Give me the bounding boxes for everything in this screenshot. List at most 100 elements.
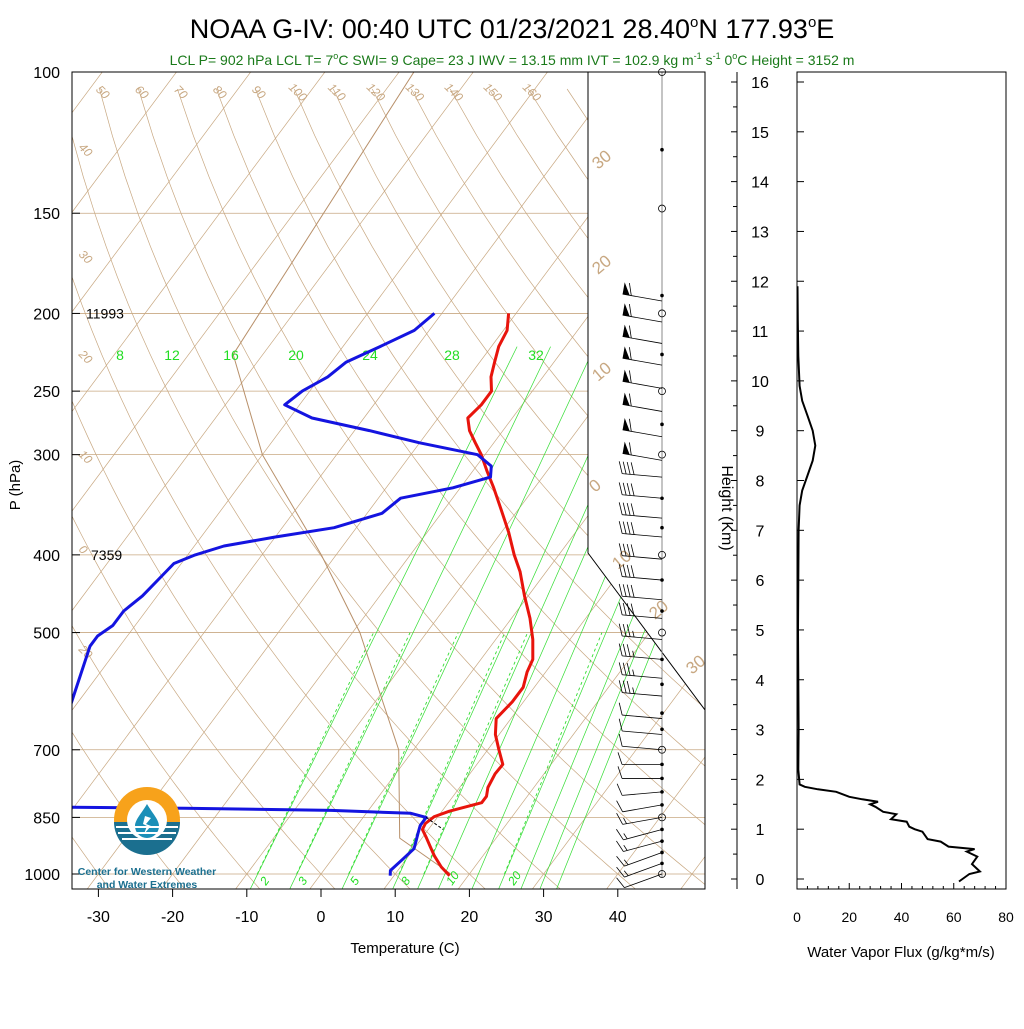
wind-barb-staff bbox=[623, 840, 663, 852]
wind-barb-half-flag bbox=[623, 844, 628, 851]
wind-barb-staff bbox=[622, 635, 663, 640]
height-tick-label: 16 bbox=[751, 75, 769, 92]
wind-barb-flag bbox=[618, 662, 623, 675]
wind-barb-staff bbox=[622, 804, 663, 813]
wind-barb-staff bbox=[622, 533, 663, 538]
mixing-ratio-line bbox=[289, 346, 551, 889]
wind-barb-flag bbox=[622, 680, 627, 694]
height-axis-label: Height (Km) bbox=[718, 465, 735, 550]
wind-barb bbox=[618, 623, 663, 640]
wind-barb-pennant bbox=[622, 392, 630, 406]
dry-adiabat-label: 90 bbox=[249, 82, 269, 102]
wind-barb bbox=[616, 813, 663, 825]
mixing-ratio-label: 16 bbox=[223, 347, 239, 363]
wind-barb-flag bbox=[616, 877, 625, 888]
wind-circle-marker bbox=[658, 813, 666, 822]
height-tick-label: 12 bbox=[751, 274, 769, 291]
wind-barb-flag bbox=[618, 543, 623, 556]
height-tick-label: 5 bbox=[756, 623, 765, 640]
wind-barb-flag bbox=[616, 840, 624, 852]
wind-barb bbox=[617, 766, 662, 779]
wind-barb bbox=[618, 583, 663, 601]
wind-barb-staff bbox=[622, 730, 663, 735]
height-tick-label: 11 bbox=[752, 324, 769, 341]
dry-adiabat-line bbox=[332, 88, 705, 597]
wind-barb-flag bbox=[618, 733, 623, 747]
wind-barb-flag bbox=[616, 813, 623, 825]
wind-barb-flag bbox=[622, 543, 627, 557]
wind-barb-staff bbox=[622, 595, 663, 601]
temperature-axis-label: Temperature (C) bbox=[350, 940, 459, 957]
wind-barb-flag bbox=[626, 680, 631, 694]
mixing-ratio-dashed-line bbox=[503, 632, 603, 875]
wvf-frame bbox=[796, 71, 1007, 890]
mixing-ratio-label-lower: 2 bbox=[256, 874, 272, 889]
wind-barb-flag bbox=[618, 482, 623, 495]
dry-adiabat-label: 100 bbox=[286, 80, 310, 104]
wvf-x-tick-label: 20 bbox=[841, 909, 857, 925]
mixing-ratio-label: 12 bbox=[164, 347, 180, 363]
height-tick-label: 13 bbox=[751, 224, 769, 241]
wind-barb-flag bbox=[626, 461, 631, 475]
temperature-tick-label: 40 bbox=[609, 909, 627, 926]
wind-barb-flag bbox=[626, 663, 631, 676]
wvf-x-tick-label: 40 bbox=[894, 909, 910, 925]
height-tick-label: 2 bbox=[756, 772, 765, 789]
wind-barb-flag bbox=[630, 522, 635, 535]
wind-barb-staff bbox=[622, 745, 663, 751]
wind-barb-flag bbox=[622, 482, 627, 496]
wind-barb bbox=[618, 502, 663, 519]
wind-barb-flag bbox=[626, 603, 631, 616]
wind-barb-flag bbox=[629, 442, 632, 456]
wind-barb-flag bbox=[626, 584, 631, 598]
wvf-series-line bbox=[796, 286, 982, 883]
wind-barb bbox=[616, 863, 663, 878]
isotherm-line bbox=[72, 72, 474, 612]
wind-barb-half-flag bbox=[632, 687, 635, 694]
wind-barb bbox=[618, 482, 663, 499]
wind-barb-flag bbox=[626, 543, 631, 557]
upper-right-mask bbox=[588, 72, 705, 710]
wind-barb bbox=[622, 324, 663, 344]
lcl-marker bbox=[425, 816, 444, 830]
height-label: 7359 bbox=[91, 547, 122, 563]
dry-adiabat-line bbox=[72, 515, 336, 889]
wind-barb-flag bbox=[622, 502, 627, 516]
wind-barb-half-flag bbox=[632, 630, 635, 638]
height-tick-label: 3 bbox=[756, 723, 765, 740]
wind-barb-flag bbox=[622, 662, 627, 676]
pressure-tick-label: 100 bbox=[33, 65, 60, 82]
wind-barb-flag bbox=[618, 680, 623, 693]
wind-barb bbox=[618, 602, 663, 619]
wind-barb-flag bbox=[629, 304, 632, 317]
height-tick-label: 4 bbox=[756, 673, 765, 690]
dry-adiabat-line bbox=[72, 400, 411, 889]
logo-text-line2: and Water Extremes bbox=[97, 879, 198, 891]
height-tick-label: 10 bbox=[751, 374, 769, 391]
wind-barb-flag bbox=[630, 462, 635, 475]
isotherm-line bbox=[680, 855, 705, 889]
wind-barb-flag bbox=[629, 370, 632, 383]
pressure-tick-label: 500 bbox=[33, 626, 60, 643]
wind-barb bbox=[616, 840, 663, 852]
mixing-ratio-label: 20 bbox=[288, 347, 304, 363]
pressure-axis-label: P (hPa) bbox=[7, 460, 24, 511]
mixing-ratio-label-lower: 3 bbox=[295, 874, 310, 888]
dry-adiabat-line bbox=[72, 134, 561, 889]
wind-barb-flag bbox=[617, 766, 623, 779]
isotherm-line bbox=[72, 72, 177, 213]
wind-barb-flag bbox=[629, 347, 632, 360]
height-tick-label: 14 bbox=[751, 175, 769, 192]
wind-barb-staff bbox=[623, 829, 663, 841]
pressure-tick-label: 1000 bbox=[24, 867, 60, 884]
dry-adiabat-label: 150 bbox=[481, 80, 505, 104]
wind-barb bbox=[618, 461, 663, 478]
wind-barb-pennant bbox=[622, 282, 630, 296]
wind-dot-marker bbox=[660, 609, 664, 613]
dry-adiabat-label: 120 bbox=[364, 80, 388, 104]
isotherm-line bbox=[531, 656, 705, 889]
mixing-ratio-line bbox=[341, 346, 596, 889]
mixing-ratio-dashed-line bbox=[348, 632, 459, 875]
